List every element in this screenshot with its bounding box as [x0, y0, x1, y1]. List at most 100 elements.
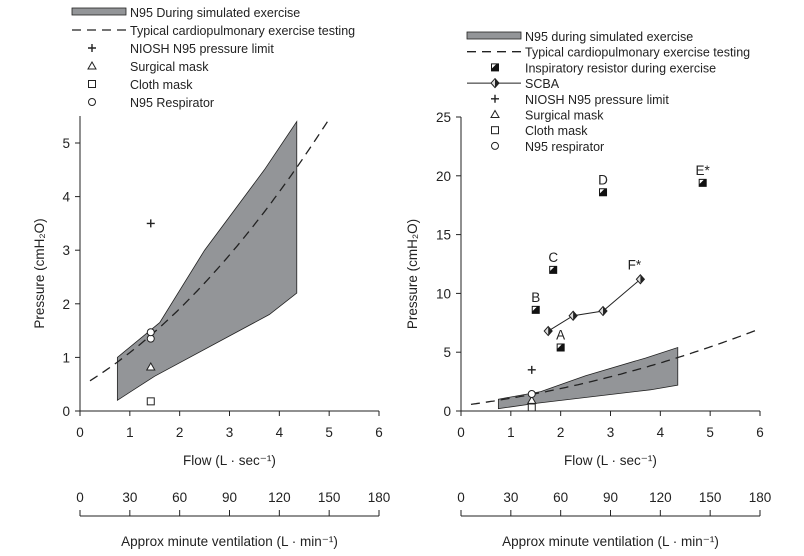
axes [460, 117, 760, 412]
x2-tick-label: 60 [172, 490, 187, 505]
resistor-marker [698, 178, 707, 187]
square-marker [527, 403, 536, 412]
x2-tick-label: 60 [553, 490, 568, 505]
diamond-marker-half [573, 311, 578, 321]
y-axis-label: Pressure (cmH₂O) [405, 219, 420, 329]
legend-band-swatch [466, 31, 522, 40]
legend-scba-marker [490, 77, 500, 89]
legend-square-marker [88, 80, 96, 88]
x-tick-label: 2 [176, 425, 184, 440]
x-tick-label: 6 [756, 425, 764, 440]
x2-tick-label: 90 [222, 490, 237, 505]
scba-line [547, 278, 641, 332]
x2-tick-label: 120 [268, 490, 291, 505]
x2-tick-label: 30 [122, 490, 137, 505]
x-axis-label: Flow (L · sec⁻¹) [183, 453, 276, 468]
legend-square-marker [491, 126, 499, 135]
x2-tick-label: 0 [457, 490, 465, 505]
x-tick-label: 0 [457, 425, 465, 440]
circle-marker [527, 389, 536, 398]
legend-label: NIOSH N95 pressure limit [525, 93, 669, 107]
plot-2 [456, 116, 761, 517]
scba-point [568, 310, 578, 321]
plus-marker [491, 94, 499, 103]
square-marker [88, 80, 96, 88]
resistor-point [531, 305, 540, 314]
legend-label: Typical cardiopulmonary exercise testing [130, 24, 355, 38]
x2-tick-label: 150 [699, 490, 722, 505]
x-tick-label: 1 [126, 425, 134, 440]
resistor-marker [531, 305, 540, 314]
y-tick-label: 10 [436, 286, 451, 301]
legend-label: Typical cardiopulmonary exercise testing [525, 46, 750, 60]
plus-marker [527, 365, 536, 374]
resistor-marker-highlight [699, 179, 704, 184]
plot-1 [75, 116, 380, 517]
square-marker [146, 397, 155, 406]
x2-axis-label: Approx minute ventilation (L · min⁻¹) [502, 534, 719, 549]
plus-point [146, 219, 155, 228]
plus-marker [88, 44, 96, 52]
x-tick-label: 0 [76, 425, 84, 440]
y-tick-label: 5 [443, 345, 451, 360]
resistor-point-label: D [598, 172, 608, 187]
resistor-point-label: C [548, 250, 558, 265]
legend-circle-marker [491, 141, 499, 150]
scba-point [543, 325, 553, 337]
circle-point [527, 389, 536, 398]
diamond-marker-half [603, 306, 608, 316]
diamond-marker-half [548, 326, 553, 336]
x-tick-label: 3 [607, 425, 615, 440]
resistor-point [549, 265, 558, 274]
legend-label: NIOSH N95 pressure limit [130, 42, 274, 56]
n95-exercise-band [116, 120, 298, 402]
resistor-marker-highlight [557, 344, 562, 349]
x2-tick-label: 180 [749, 490, 772, 505]
triangle-point [145, 362, 156, 371]
x-tick-label: 5 [325, 425, 333, 440]
resistor-marker [491, 63, 499, 72]
y-tick-label: 0 [443, 404, 451, 419]
resistor-marker [556, 343, 565, 352]
x2-tick-label: 120 [649, 490, 672, 505]
square-point [527, 403, 536, 412]
resistor-marker [549, 265, 558, 274]
diamond-marker-half [640, 274, 645, 284]
scba-point [598, 305, 608, 317]
resistor-marker-highlight [550, 266, 555, 271]
square-point [146, 397, 155, 406]
y-axis-label: Pressure (cmH₂O) [32, 218, 47, 328]
legend-label: N95 Respirator [130, 96, 214, 110]
resistor-point-label: B [531, 290, 540, 305]
y-tick-label: 25 [436, 110, 451, 125]
resistor-marker-highlight [600, 189, 605, 194]
resistor-marker [599, 188, 608, 197]
resistor-marker-highlight [532, 306, 537, 311]
x2-axis-label: Approx minute ventilation (L · min⁻¹) [121, 534, 338, 549]
resistor-marker-highlight [492, 64, 496, 69]
circle-point [146, 328, 155, 337]
triangle-marker [87, 60, 97, 70]
y-tick-label: 5 [62, 136, 70, 151]
legend-label: N95 respirator [525, 140, 604, 154]
x-tick-label: 5 [706, 425, 714, 440]
legend-plus-marker [491, 94, 499, 103]
x2-tick-label: 150 [318, 490, 341, 505]
x-tick-label: 4 [276, 425, 284, 440]
legend-band-swatch [71, 7, 127, 16]
resistor-point [698, 178, 707, 187]
legend-triangle-marker [87, 60, 97, 70]
legend-label: SCBA [525, 77, 560, 91]
y-tick-label: 0 [62, 404, 70, 419]
plus-point [527, 365, 536, 374]
x-tick-label: 2 [557, 425, 565, 440]
y-tick-label: 4 [62, 190, 70, 205]
x-tick-label: 3 [226, 425, 234, 440]
legend-label: Surgical mask [130, 60, 209, 74]
x2-tick-label: 90 [603, 490, 618, 505]
triangle-point [526, 395, 537, 404]
triangle-marker [145, 362, 156, 371]
legend-item [466, 31, 522, 40]
x-tick-label: 4 [657, 425, 665, 440]
y-tick-label: 2 [62, 297, 70, 312]
